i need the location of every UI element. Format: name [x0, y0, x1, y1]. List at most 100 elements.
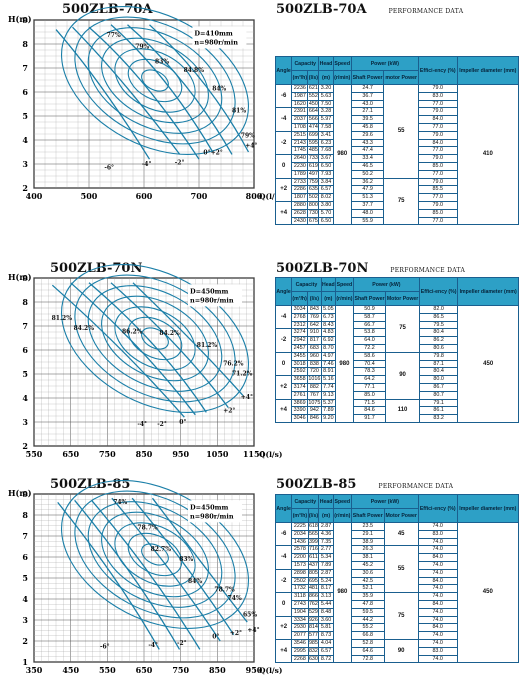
speed-cell: 980 [332, 83, 352, 226]
shaft-power-cell: 29.1 [350, 529, 385, 539]
h-q-curve [132, 282, 244, 397]
capacity-ls-cell: 595 [307, 138, 320, 148]
capacity-ls-cell: 529 [307, 607, 320, 617]
capacity-m3h-cell: 2930 [291, 623, 309, 633]
shaft-power-cell: 66.7 [352, 320, 387, 330]
capacity-m3h-cell: 3455 [291, 351, 309, 361]
angle-cell: +2 [274, 615, 293, 640]
angle-cell: -4 [274, 107, 293, 132]
head-cell: 8.70 [320, 343, 336, 353]
efficiency-cell: 74.0 [417, 584, 458, 594]
h-q-curve [70, 282, 196, 416]
capacity-ls-cell: 910 [307, 328, 322, 338]
capacity-m3h-cell: 1436 [291, 537, 309, 547]
shaft-power-cell: 35.9 [350, 592, 385, 601]
angle-cell: -6 [274, 521, 293, 547]
h-q-curve [88, 282, 207, 413]
efficiency-label: 83% [179, 556, 193, 563]
efficiency-cell: 74.0 [417, 607, 458, 617]
capacity-m3h-cell: 1904 [291, 607, 309, 617]
capacity-m3h-cell: 1620 [291, 99, 309, 109]
x-tick-label: 1050 [206, 449, 229, 459]
angle-cell: -2 [274, 130, 293, 156]
efficiency-cell: 74.0 [417, 522, 458, 531]
table-title-1: 500ZLB-70A PERFORMANCE DATA [276, 2, 463, 17]
capacity-ls-cell: 730 [307, 208, 320, 218]
table-row: 0 3118 866 3.13 35.9 75 74.0 [274, 592, 519, 640]
capacity-unit-ls: (l/s) [307, 508, 320, 523]
blade-angle-label: 0°+2° [203, 149, 222, 156]
efficiency-label: 82.7% [151, 546, 172, 553]
table-row: 1708 474 7.58 45.8 77.0 [276, 122, 519, 132]
y-tick-label: 1 [22, 657, 28, 667]
capacity-ls-cell: 720 [307, 367, 322, 377]
efficiency-cell: 79.0 [417, 130, 458, 140]
efficiency-contour [60, 5, 250, 155]
head-cell: 3.60 [318, 615, 334, 625]
x-axis-label: Q(l/s) [259, 450, 282, 459]
capacity-m3h-cell: 1789 [291, 169, 309, 179]
impeller-diameter-cell: 450 [457, 305, 519, 423]
capacity-m3h-cell: 2268 [291, 654, 309, 664]
capacity-unit-ls: (l/s) [307, 70, 320, 85]
table-row: 2268 630 8.72 72.8 74.0 [276, 654, 519, 664]
capacity-m3h-cell: 2077 [291, 631, 309, 640]
efficiency-cell: 74.0 [417, 568, 458, 578]
capacity-ls-cell: 1016 [307, 375, 322, 384]
motor-power-cell: 45 [383, 521, 419, 547]
capacity-ls-cell: 759 [307, 177, 320, 187]
motor-power-header: Motor Power [385, 291, 420, 306]
x-tick-label: 750 [172, 665, 189, 675]
head-cell: 3.80 [318, 200, 334, 210]
shaft-power-cell: 37.7 [350, 200, 385, 210]
y-tick-label: 8 [22, 510, 28, 520]
header-row-1: Angle Capacity Head Speed Power (kW) Effici-e… [274, 277, 519, 306]
efficiency-cell: 77.0 [417, 122, 458, 132]
efficiency-cell: 86.7 [418, 382, 459, 392]
blade-angle-label: -4° [142, 161, 152, 168]
efficiency-label: 74% [228, 595, 242, 602]
capacity-ls-cell: 985 [307, 638, 320, 648]
y-tick-label: 4 [22, 135, 28, 145]
h-q-curve [72, 26, 181, 155]
efficiency-label: 77% [107, 32, 121, 39]
table-row: 2037 566 5.97 39.5 84.0 [276, 115, 519, 124]
capacity-m3h-cell: 2312 [291, 320, 309, 330]
efficiency-label: 86.2% [122, 328, 143, 335]
shaft-power-cell: 38.1 [350, 553, 385, 562]
table-row: -4 2578 716 2.77 26.3 55 74.0 [274, 545, 519, 594]
capacity-ls-cell: 552 [307, 91, 320, 101]
h-q-curve [55, 29, 151, 160]
efficiency-label: 84.2% [159, 330, 180, 337]
angle-cell: 0 [274, 592, 293, 617]
efficiency-contour [101, 511, 209, 598]
shaft-power-cell: 78.3 [352, 367, 387, 377]
capacity-ls-cell: 814 [307, 623, 320, 633]
x-tick-label: 450 [62, 665, 79, 675]
head-cell: 5.63 [318, 91, 334, 101]
capacity-m3h-cell: 3274 [291, 328, 309, 338]
efficiency-cell: 84.0 [417, 115, 458, 124]
diameter-header: Impeller diameter (mm) [457, 277, 519, 306]
shaft-power-cell: 71.5 [352, 398, 387, 408]
shaft-power-cell: 36.7 [350, 91, 385, 101]
shaft-power-cell: 39.5 [350, 115, 385, 124]
capacity-m3h-cell: 3018 [291, 359, 309, 369]
table-row: -6 2236 621 3.20 980 24.7 55 79.0 410 [274, 83, 520, 226]
power-header: Power (kW) [350, 494, 419, 509]
x-tick-label: 550 [26, 449, 43, 459]
capacity-m3h-cell: 3658 [291, 375, 309, 384]
capacity-ls-cell: 611 [307, 553, 320, 562]
table-row: +4 3869 1075 5.37 71.5 110 79.1 [274, 398, 519, 423]
power-header: Power (kW) [350, 56, 419, 71]
head-cell: 7.89 [318, 560, 334, 570]
capacity-header: Capacity [291, 494, 320, 509]
shaft-power-cell: 70.4 [352, 359, 387, 369]
head-cell: 8.43 [320, 320, 336, 330]
y-tick-label: 2 [22, 183, 28, 193]
capacity-m3h-cell: 2880 [291, 200, 309, 210]
h-q-curve [110, 24, 214, 153]
header-row-2: (m³/h) (l/s) (m) (r/min) Shaft Power Motor Po… [276, 291, 519, 306]
blade-angle-label: 0° [212, 633, 219, 640]
efficiency-contour [141, 327, 169, 350]
